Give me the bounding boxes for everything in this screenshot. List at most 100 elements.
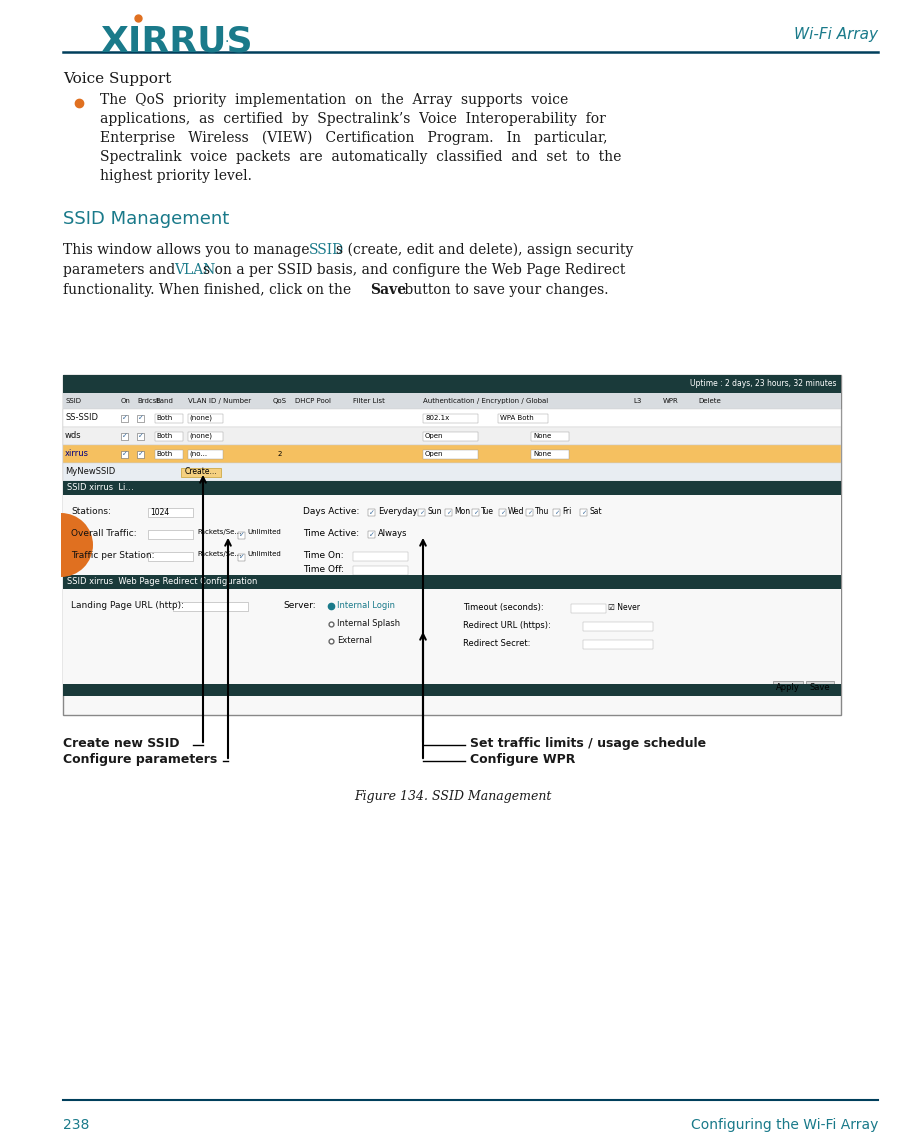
Bar xyxy=(63,409,841,428)
Text: SSID: SSID xyxy=(309,243,344,257)
Text: QoS: QoS xyxy=(273,398,287,404)
Text: ✓: ✓ xyxy=(238,555,245,561)
Text: ✓: ✓ xyxy=(369,531,374,538)
Text: This window allows you to manage: This window allows you to manage xyxy=(63,243,313,257)
Bar xyxy=(445,509,452,516)
Text: s on a per SSID basis, and configure the Web Page Redirect: s on a per SSID basis, and configure the… xyxy=(203,263,625,277)
Bar xyxy=(148,551,193,561)
Bar xyxy=(121,415,128,422)
Text: L3: L3 xyxy=(633,398,641,404)
Text: Configuring the Wi-Fi Array: Configuring the Wi-Fi Array xyxy=(690,1118,878,1132)
Bar xyxy=(121,451,128,458)
Text: Mon: Mon xyxy=(454,507,470,516)
Text: 1024: 1024 xyxy=(150,508,169,517)
Bar xyxy=(188,450,223,459)
Text: ✓: ✓ xyxy=(369,509,374,515)
Text: ✓: ✓ xyxy=(138,433,143,439)
Text: Stations:: Stations: xyxy=(71,507,111,516)
Bar xyxy=(63,495,841,575)
Text: Both: Both xyxy=(156,433,172,439)
Text: SSID xirrus  Web Page Redirect Configuration: SSID xirrus Web Page Redirect Configurat… xyxy=(67,578,257,587)
Text: ✓: ✓ xyxy=(238,532,245,539)
Text: ✓: ✓ xyxy=(446,511,451,515)
Text: ✓: ✓ xyxy=(554,511,559,515)
Text: ✓: ✓ xyxy=(121,451,128,457)
Text: Server:: Server: xyxy=(283,601,315,609)
Text: Band: Band xyxy=(155,398,173,404)
Text: applications,  as  certified  by  Spectralink’s  Voice  Interoperability  for: applications, as certified by Spectralin… xyxy=(100,113,606,126)
Text: Landing Page URL (http):: Landing Page URL (http): xyxy=(71,601,184,609)
Text: MyNewSSID: MyNewSSID xyxy=(65,467,115,476)
Text: Delete: Delete xyxy=(698,398,721,404)
Bar xyxy=(173,601,248,611)
Bar xyxy=(63,428,841,445)
Bar xyxy=(137,433,144,440)
Bar xyxy=(188,432,223,441)
Text: Brdcst: Brdcst xyxy=(137,398,159,404)
Text: button to save your changes.: button to save your changes. xyxy=(400,283,609,297)
Text: Wed: Wed xyxy=(508,507,525,516)
Text: Configure parameters: Configure parameters xyxy=(63,753,217,766)
Bar xyxy=(571,604,606,613)
Text: Apply: Apply xyxy=(776,683,800,692)
Bar xyxy=(806,681,834,694)
Text: (none): (none) xyxy=(189,415,212,421)
Bar xyxy=(63,575,841,589)
Text: Traffic per Station:: Traffic per Station: xyxy=(71,551,155,561)
Text: xirrus: xirrus xyxy=(65,449,89,458)
Text: Save: Save xyxy=(370,283,406,297)
Text: parameters and: parameters and xyxy=(63,263,179,277)
Bar xyxy=(423,414,478,423)
Text: SS-SSID: SS-SSID xyxy=(65,414,98,423)
Bar xyxy=(531,432,569,441)
Bar xyxy=(63,481,841,495)
Bar xyxy=(148,530,193,539)
Bar xyxy=(580,509,587,516)
Text: Always: Always xyxy=(378,529,408,538)
Text: Timeout (seconds):: Timeout (seconds): xyxy=(463,603,544,612)
Text: ✓: ✓ xyxy=(138,451,143,457)
Bar xyxy=(63,445,841,463)
Text: Sat: Sat xyxy=(589,507,602,516)
Text: VLAN: VLAN xyxy=(174,263,216,277)
Text: ·: · xyxy=(224,35,228,49)
Text: Both: Both xyxy=(156,451,172,457)
Bar xyxy=(63,684,841,696)
Text: WPA Both: WPA Both xyxy=(500,415,534,421)
Text: ✓: ✓ xyxy=(527,511,532,515)
Text: Authentication / Encryption / Global: Authentication / Encryption / Global xyxy=(423,398,548,404)
Text: SSID xirrus  Li…: SSID xirrus Li… xyxy=(67,483,134,492)
Bar xyxy=(188,414,223,423)
Text: Spectralink  voice  packets  are  automatically  classified  and  set  to  the: Spectralink voice packets are automatica… xyxy=(100,150,622,164)
Text: Set traffic limits / usage schedule: Set traffic limits / usage schedule xyxy=(470,737,706,750)
Text: highest priority level.: highest priority level. xyxy=(100,169,252,183)
Bar xyxy=(238,532,245,539)
Text: Filter List: Filter List xyxy=(353,398,385,404)
Bar xyxy=(63,589,841,684)
Text: Create new SSID: Create new SSID xyxy=(63,737,179,750)
Bar xyxy=(499,509,506,516)
Text: External: External xyxy=(337,636,372,645)
Text: functionality. When finished, click on the: functionality. When finished, click on t… xyxy=(63,283,355,297)
Text: Time Off:: Time Off: xyxy=(303,565,344,574)
Text: Unlimited: Unlimited xyxy=(247,529,281,536)
Text: Internal Login: Internal Login xyxy=(337,601,395,609)
Text: ✓: ✓ xyxy=(581,511,586,515)
Text: ✓: ✓ xyxy=(121,415,128,421)
Bar xyxy=(418,509,425,516)
Bar xyxy=(423,450,478,459)
Bar xyxy=(137,451,144,458)
Text: Create...: Create... xyxy=(185,467,217,476)
Text: Days Active:: Days Active: xyxy=(303,507,360,516)
Text: Redirect URL (https):: Redirect URL (https): xyxy=(463,621,551,630)
Text: SSID Management: SSID Management xyxy=(63,210,229,229)
Text: Tue: Tue xyxy=(481,507,494,516)
Bar xyxy=(181,468,221,478)
Text: Open: Open xyxy=(425,433,444,439)
Text: Save: Save xyxy=(810,683,830,692)
Text: (none): (none) xyxy=(189,433,212,439)
Text: XIRRUS: XIRRUS xyxy=(100,25,253,59)
Text: Internal Splash: Internal Splash xyxy=(337,619,400,628)
Text: Uptime : 2 days, 23 hours, 32 minutes: Uptime : 2 days, 23 hours, 32 minutes xyxy=(690,380,837,389)
Text: Enterprise   Wireless   (VIEW)   Certification   Program.   In   particular,: Enterprise Wireless (VIEW) Certification… xyxy=(100,131,608,146)
